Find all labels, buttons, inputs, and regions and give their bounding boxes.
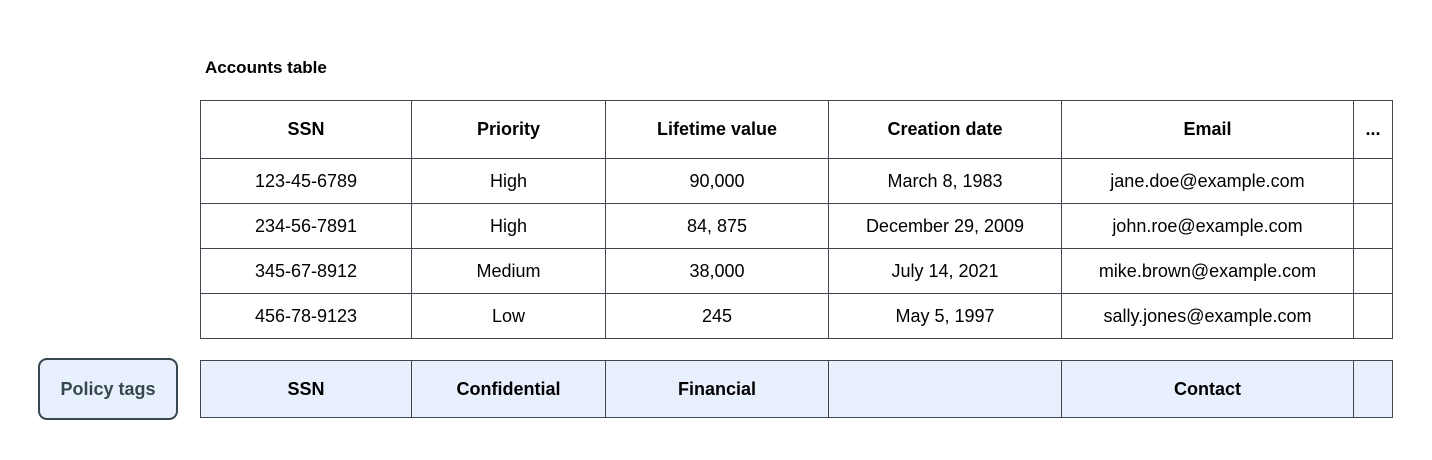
cell-lifetime-value: 38,000: [605, 248, 829, 294]
cell-more: [1353, 248, 1393, 294]
cell-email: mike.brown@example.com: [1061, 248, 1354, 294]
cell-priority: High: [411, 158, 606, 204]
policy-tag-cells: SSN Confidential Financial Contact: [200, 360, 1393, 418]
cell-email: john.roe@example.com: [1061, 203, 1354, 249]
column-header-ssn: SSN: [200, 100, 412, 159]
policy-tag-contact: Contact: [1061, 360, 1354, 418]
accounts-table: SSN Priority Lifetime value Creation dat…: [200, 100, 1393, 339]
policy-tags-button[interactable]: Policy tags: [38, 358, 178, 420]
column-header-email: Email: [1061, 100, 1354, 159]
table-row: 345-67-8912 Medium 38,000 July 14, 2021 …: [200, 248, 1393, 294]
cell-ssn: 456-78-9123: [200, 293, 412, 339]
column-header-more-ellipsis[interactable]: ...: [1353, 100, 1393, 159]
cell-creation-date: July 14, 2021: [828, 248, 1062, 294]
cell-email: jane.doe@example.com: [1061, 158, 1354, 204]
policy-tag-empty-more: [1353, 360, 1393, 418]
cell-ssn: 234-56-7891: [200, 203, 412, 249]
policy-tag-financial: Financial: [605, 360, 829, 418]
cell-ssn: 345-67-8912: [200, 248, 412, 294]
cell-creation-date: March 8, 1983: [828, 158, 1062, 204]
policy-tag-empty: [828, 360, 1062, 418]
cell-lifetime-value: 245: [605, 293, 829, 339]
policy-tag-confidential: Confidential: [411, 360, 606, 418]
header-row: SSN Priority Lifetime value Creation dat…: [200, 100, 1393, 159]
accounts-table-title: Accounts table: [205, 58, 327, 77]
cell-lifetime-value: 90,000: [605, 158, 829, 204]
cell-more: [1353, 203, 1393, 249]
table-row: 123-45-6789 High 90,000 March 8, 1983 ja…: [200, 158, 1393, 204]
column-header-creation-date: Creation date: [828, 100, 1062, 159]
cell-more: [1353, 158, 1393, 204]
table-row: 234-56-7891 High 84, 875 December 29, 20…: [200, 203, 1393, 249]
table-row: 456-78-9123 Low 245 May 5, 1997 sally.jo…: [200, 293, 1393, 339]
policy-tags-row: SSN Confidential Financial Contact: [200, 360, 1393, 418]
cell-priority: Medium: [411, 248, 606, 294]
cell-more: [1353, 293, 1393, 339]
policy-tag-ssn: SSN: [200, 360, 412, 418]
cell-creation-date: May 5, 1997: [828, 293, 1062, 339]
cell-ssn: 123-45-6789: [200, 158, 412, 204]
cell-lifetime-value: 84, 875: [605, 203, 829, 249]
cell-email: sally.jones@example.com: [1061, 293, 1354, 339]
column-header-lifetime-value: Lifetime value: [605, 100, 829, 159]
cell-priority: Low: [411, 293, 606, 339]
policy-tags-button-label: Policy tags: [60, 378, 156, 399]
cell-creation-date: December 29, 2009: [828, 203, 1062, 249]
cell-priority: High: [411, 203, 606, 249]
column-header-priority: Priority: [411, 100, 606, 159]
